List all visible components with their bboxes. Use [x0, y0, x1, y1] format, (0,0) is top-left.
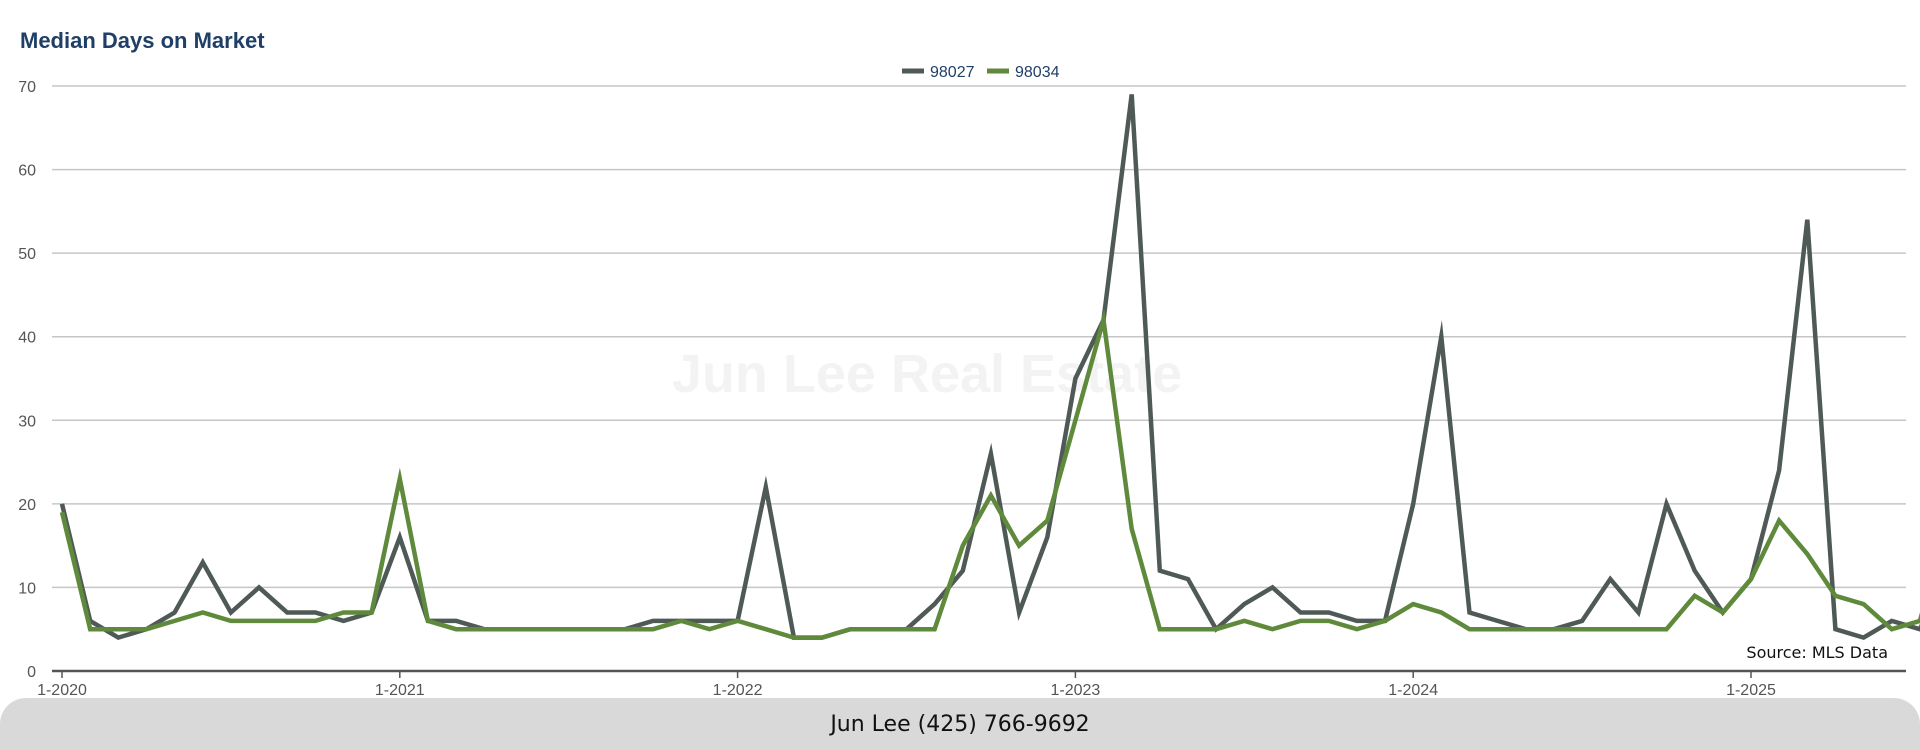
x-tick-label: 1-2024 [1388, 682, 1438, 698]
x-tick-label: 1-2023 [1050, 682, 1100, 698]
y-tick-label: 60 [18, 163, 36, 180]
legend-item-98027: 98027 [902, 64, 975, 81]
x-axis-ticks: 1-2020 1-2021 1-2022 1-2023 1-2024 1-2025 [37, 671, 1776, 698]
watermark-text: Jun Lee Real Estate [672, 344, 1182, 404]
source-annotation: Source: MLS Data [1746, 643, 1888, 662]
x-tick-label: 1-2020 [37, 682, 87, 698]
y-tick-label: 30 [18, 413, 36, 430]
x-tick-label: 1-2021 [375, 682, 425, 698]
contact-text: Jun Lee (425) 766-9692 [830, 711, 1090, 737]
footer-bar: Jun Lee (425) 766-9692 [0, 698, 1920, 750]
series-line-98034 [59, 308, 1920, 640]
line-chart: 0 10 20 30 40 50 60 70 1-2020 1-2021 1-2022 1-2023… [18, 64, 1920, 698]
legend-label: 98034 [1015, 64, 1060, 81]
y-axis-ticks: 0 10 20 30 40 50 60 70 [18, 79, 36, 681]
y-tick-label: 0 [27, 664, 36, 681]
legend: 98027 98034 [902, 64, 1060, 81]
y-tick-label: 20 [18, 497, 36, 514]
y-tick-label: 40 [18, 330, 36, 347]
legend-label: 98027 [930, 64, 975, 81]
y-tick-label: 50 [18, 246, 36, 263]
y-tick-label: 70 [18, 79, 36, 96]
x-tick-label: 1-2025 [1726, 682, 1776, 698]
legend-item-98034: 98034 [987, 64, 1060, 81]
x-tick-label: 1-2022 [713, 682, 763, 698]
chart-title: Median Days on Market [20, 28, 265, 53]
y-tick-label: 10 [18, 580, 36, 597]
series-lines [59, 94, 1920, 641]
